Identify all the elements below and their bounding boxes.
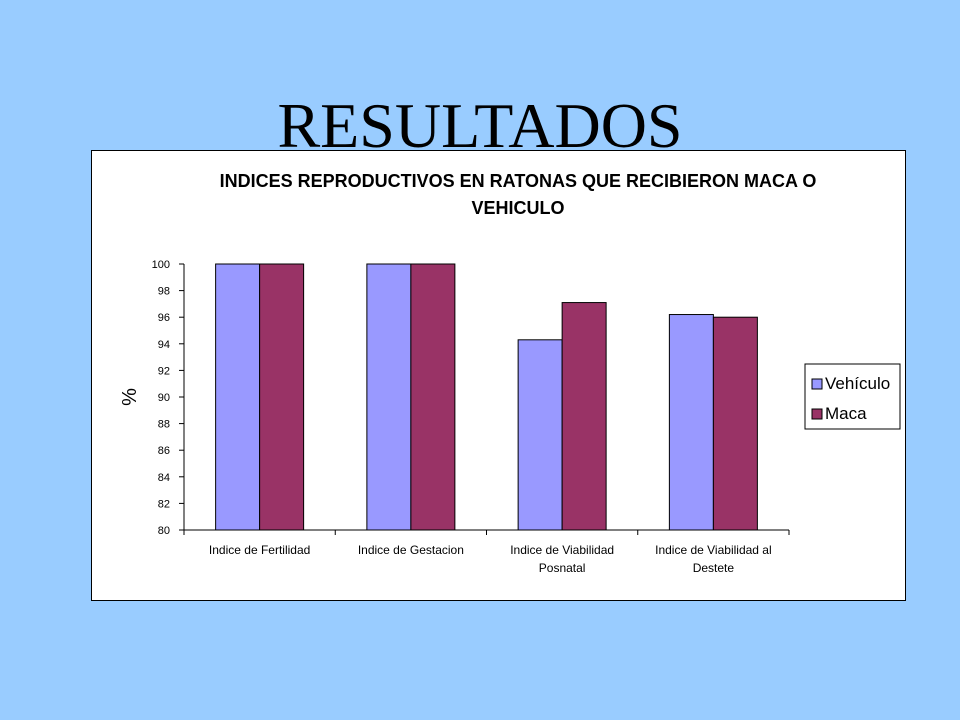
bar-vehiculo bbox=[517, 339, 563, 531]
y-tick-label: 88 bbox=[158, 419, 170, 431]
chart-title-line: INDICES REPRODUCTIVOS EN RATONAS QUE REC… bbox=[220, 171, 817, 191]
y-tick-label: 84 bbox=[158, 472, 170, 484]
category-label: Posnatal bbox=[539, 561, 586, 575]
y-axis-label: % bbox=[119, 388, 141, 406]
category-label: Destete bbox=[693, 561, 735, 575]
legend-swatch-maca bbox=[811, 408, 823, 420]
y-tick-label: 96 bbox=[158, 312, 170, 324]
category-label: Indice de Fertilidad bbox=[209, 543, 310, 557]
bar-vehiculo bbox=[366, 263, 412, 531]
chart-title-line: VEHICULO bbox=[471, 198, 564, 218]
legend-swatch-vehiculo bbox=[811, 378, 823, 390]
y-tick-label: 80 bbox=[158, 525, 170, 537]
y-tick-label: 100 bbox=[152, 259, 170, 271]
y-tick-label: 90 bbox=[158, 392, 170, 404]
category-label: Indice de Viabilidad al bbox=[655, 543, 772, 557]
legend-label-vehiculo: Vehículo bbox=[825, 374, 890, 393]
bar-vehiculo bbox=[668, 314, 714, 531]
category-label: Indice de Gestacion bbox=[358, 543, 464, 557]
y-tick-label: 94 bbox=[158, 339, 170, 351]
slide-title: RESULTADOS bbox=[277, 90, 683, 161]
chart-area: INDICES REPRODUCTIVOS EN RATONAS QUE REC… bbox=[91, 150, 906, 601]
bar-maca bbox=[561, 302, 607, 531]
y-tick-label: 86 bbox=[158, 445, 170, 457]
bar-maca bbox=[259, 263, 305, 531]
bar-vehiculo bbox=[215, 263, 261, 531]
legend-label-maca: Maca bbox=[825, 404, 867, 423]
bar-chart: INDICES REPRODUCTIVOS EN RATONAS QUE REC… bbox=[119, 171, 901, 575]
y-tick-label: 82 bbox=[158, 498, 170, 510]
y-tick-label: 98 bbox=[158, 286, 170, 298]
y-tick-label: 92 bbox=[158, 365, 170, 377]
bar-maca bbox=[410, 263, 456, 531]
bar-maca bbox=[712, 316, 758, 531]
category-label: Indice de Viabilidad bbox=[510, 543, 614, 557]
